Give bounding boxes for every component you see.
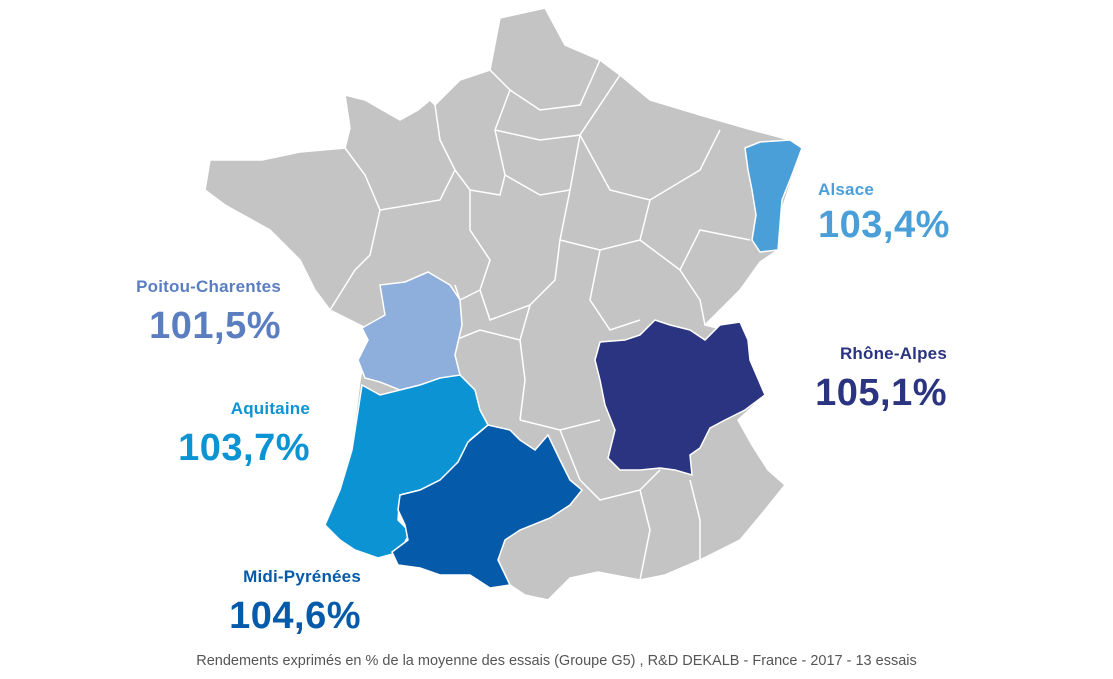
region-midi-pyrenees xyxy=(391,424,584,589)
poitou-value: 101,5% xyxy=(149,305,281,347)
label-midi-pyrenees: Midi-Pyrénées 104,6% xyxy=(229,567,361,635)
label-alsace: Alsace 103,4% xyxy=(818,180,950,244)
aquitaine-value: 103,7% xyxy=(178,427,310,469)
label-poitou-charentes: Poitou-Charentes 101,5% xyxy=(136,277,281,345)
poitou-name: Poitou-Charentes xyxy=(136,277,281,296)
label-aquitaine: Aquitaine 103,7% xyxy=(178,399,310,467)
rhone-name: Rhône-Alpes xyxy=(839,344,947,363)
midi-value: 104,6% xyxy=(229,595,361,637)
footnote: Rendements exprimés en % de la moyenne d… xyxy=(196,653,917,669)
alsace-name: Alsace xyxy=(818,180,875,199)
region-rhone-alpes xyxy=(594,319,766,477)
region-alsace xyxy=(744,139,803,253)
label-rhone-alpes: Rhône-Alpes 105,1% xyxy=(815,344,947,412)
aquitaine-name: Aquitaine xyxy=(230,399,310,418)
alsace-value: 103,4% xyxy=(818,204,950,246)
region-borders xyxy=(329,59,751,581)
midi-name: Midi-Pyrénées xyxy=(243,567,361,586)
rhone-value: 105,1% xyxy=(815,372,947,414)
